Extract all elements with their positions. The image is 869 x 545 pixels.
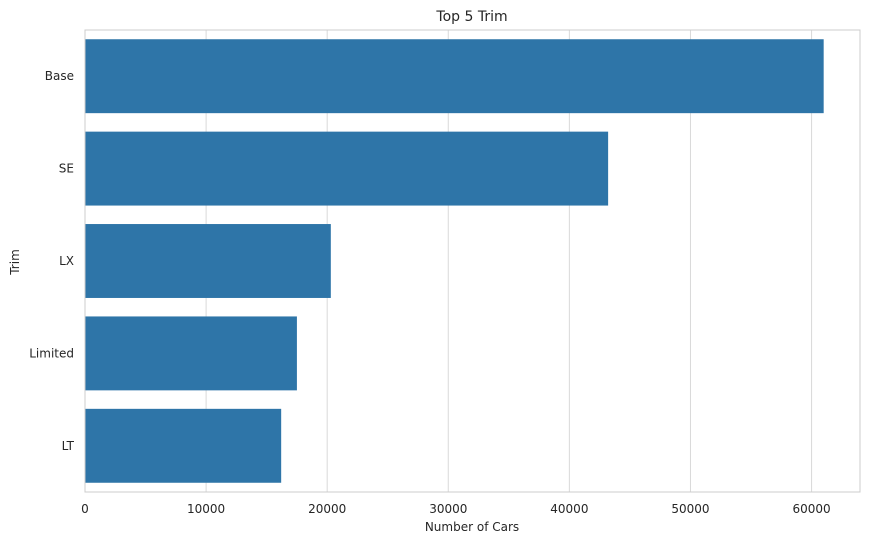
x-tick-labels: 0 10000 20000 30000 40000 50000 60000 xyxy=(81,502,830,516)
x-tick-label: 30000 xyxy=(429,502,467,516)
bar-base xyxy=(85,39,824,114)
x-tick-label: 0 xyxy=(81,502,89,516)
bar-limited xyxy=(85,316,297,391)
x-tick-label: 20000 xyxy=(308,502,346,516)
bar-lx xyxy=(85,224,331,298)
plot-frame xyxy=(84,29,861,493)
x-tick-label: 60000 xyxy=(792,502,830,516)
y-tick-label: Limited xyxy=(29,346,74,360)
y-tick-label: SE xyxy=(59,162,74,176)
bar-se xyxy=(85,131,609,206)
x-tick-label: 50000 xyxy=(671,502,709,516)
y-tick-label: Base xyxy=(45,69,74,83)
bar-lt xyxy=(85,408,282,483)
bars xyxy=(85,39,824,483)
x-axis-label: Number of Cars xyxy=(425,520,519,534)
y-tick-label: LT xyxy=(62,439,75,453)
x-tick-label: 10000 xyxy=(187,502,225,516)
y-tick-labels: Base SE LX Limited LT xyxy=(29,69,74,453)
y-axis-label: Trim xyxy=(8,249,22,276)
y-tick-label: LX xyxy=(59,254,74,268)
chart-title: Top 5 Trim xyxy=(435,9,507,25)
x-tick-label: 40000 xyxy=(550,502,588,516)
